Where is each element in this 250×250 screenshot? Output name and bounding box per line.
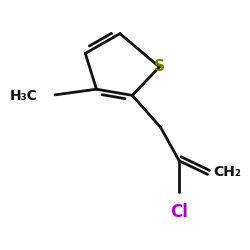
Text: CH₂: CH₂ (214, 165, 242, 179)
Text: H₃C: H₃C (9, 89, 37, 103)
Text: Cl: Cl (170, 203, 188, 221)
Text: S: S (154, 60, 165, 74)
